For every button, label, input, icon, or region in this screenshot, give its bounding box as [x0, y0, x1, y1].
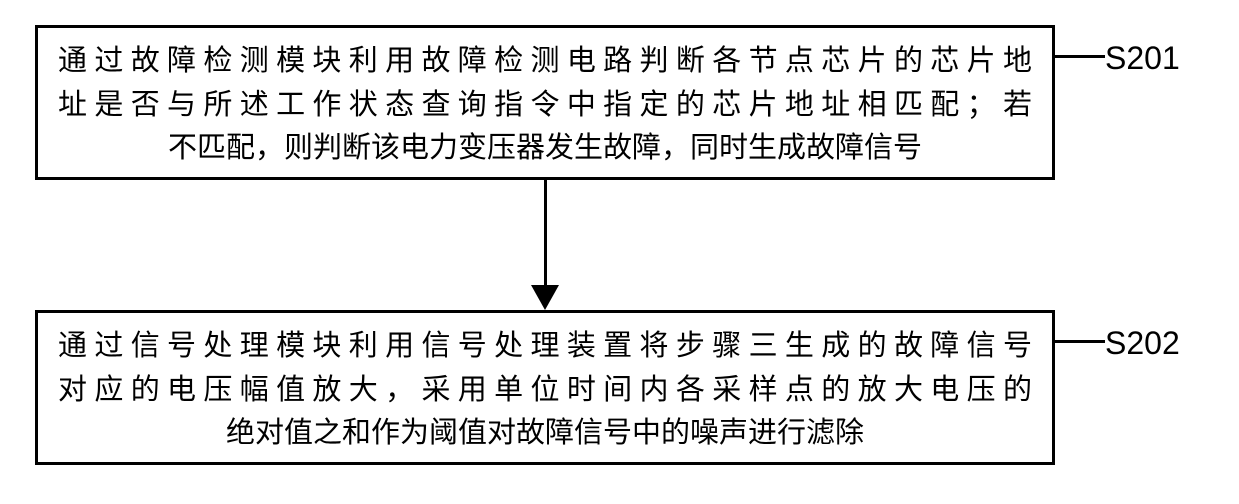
flowchart-container: 通过故障检测模块利用故障检测电路判断各节点芯片的芯片地 址是否与所述工作状态查询… — [0, 0, 1239, 504]
node-s202-line2: 对应的电压幅值放大，采用单位时间内各采样点的放大电压的 — [58, 369, 1032, 413]
flowchart-node-s201: 通过故障检测模块利用故障检测电路判断各节点芯片的芯片地 址是否与所述工作状态查询… — [35, 25, 1055, 180]
node-s202-line1: 通过信号处理模块利用信号处理装置将步骤三生成的故障信号 — [58, 325, 1032, 369]
node-s201-line1: 通过故障检测模块利用故障检测电路判断各节点芯片的芯片地 — [58, 40, 1032, 84]
connector-line-s201 — [1055, 55, 1105, 58]
arrow-line — [544, 180, 547, 290]
node-s202-line3: 绝对值之和作为阈值对故障信号中的噪声进行滤除 — [58, 412, 1032, 456]
node-s201-line2: 址是否与所述工作状态查询指令中指定的芯片地址相匹配；若 — [58, 84, 1032, 128]
step-label-s202: S202 — [1105, 325, 1180, 362]
arrow-head — [531, 285, 559, 310]
connector-line-s202 — [1055, 340, 1105, 343]
flowchart-node-s202: 通过信号处理模块利用信号处理装置将步骤三生成的故障信号 对应的电压幅值放大，采用… — [35, 310, 1055, 465]
flowchart-arrow — [541, 180, 549, 310]
node-s201-line3: 不匹配，则判断该电力变压器发生故障，同时生成故障信号 — [58, 127, 1032, 171]
step-label-s201: S201 — [1105, 40, 1180, 77]
